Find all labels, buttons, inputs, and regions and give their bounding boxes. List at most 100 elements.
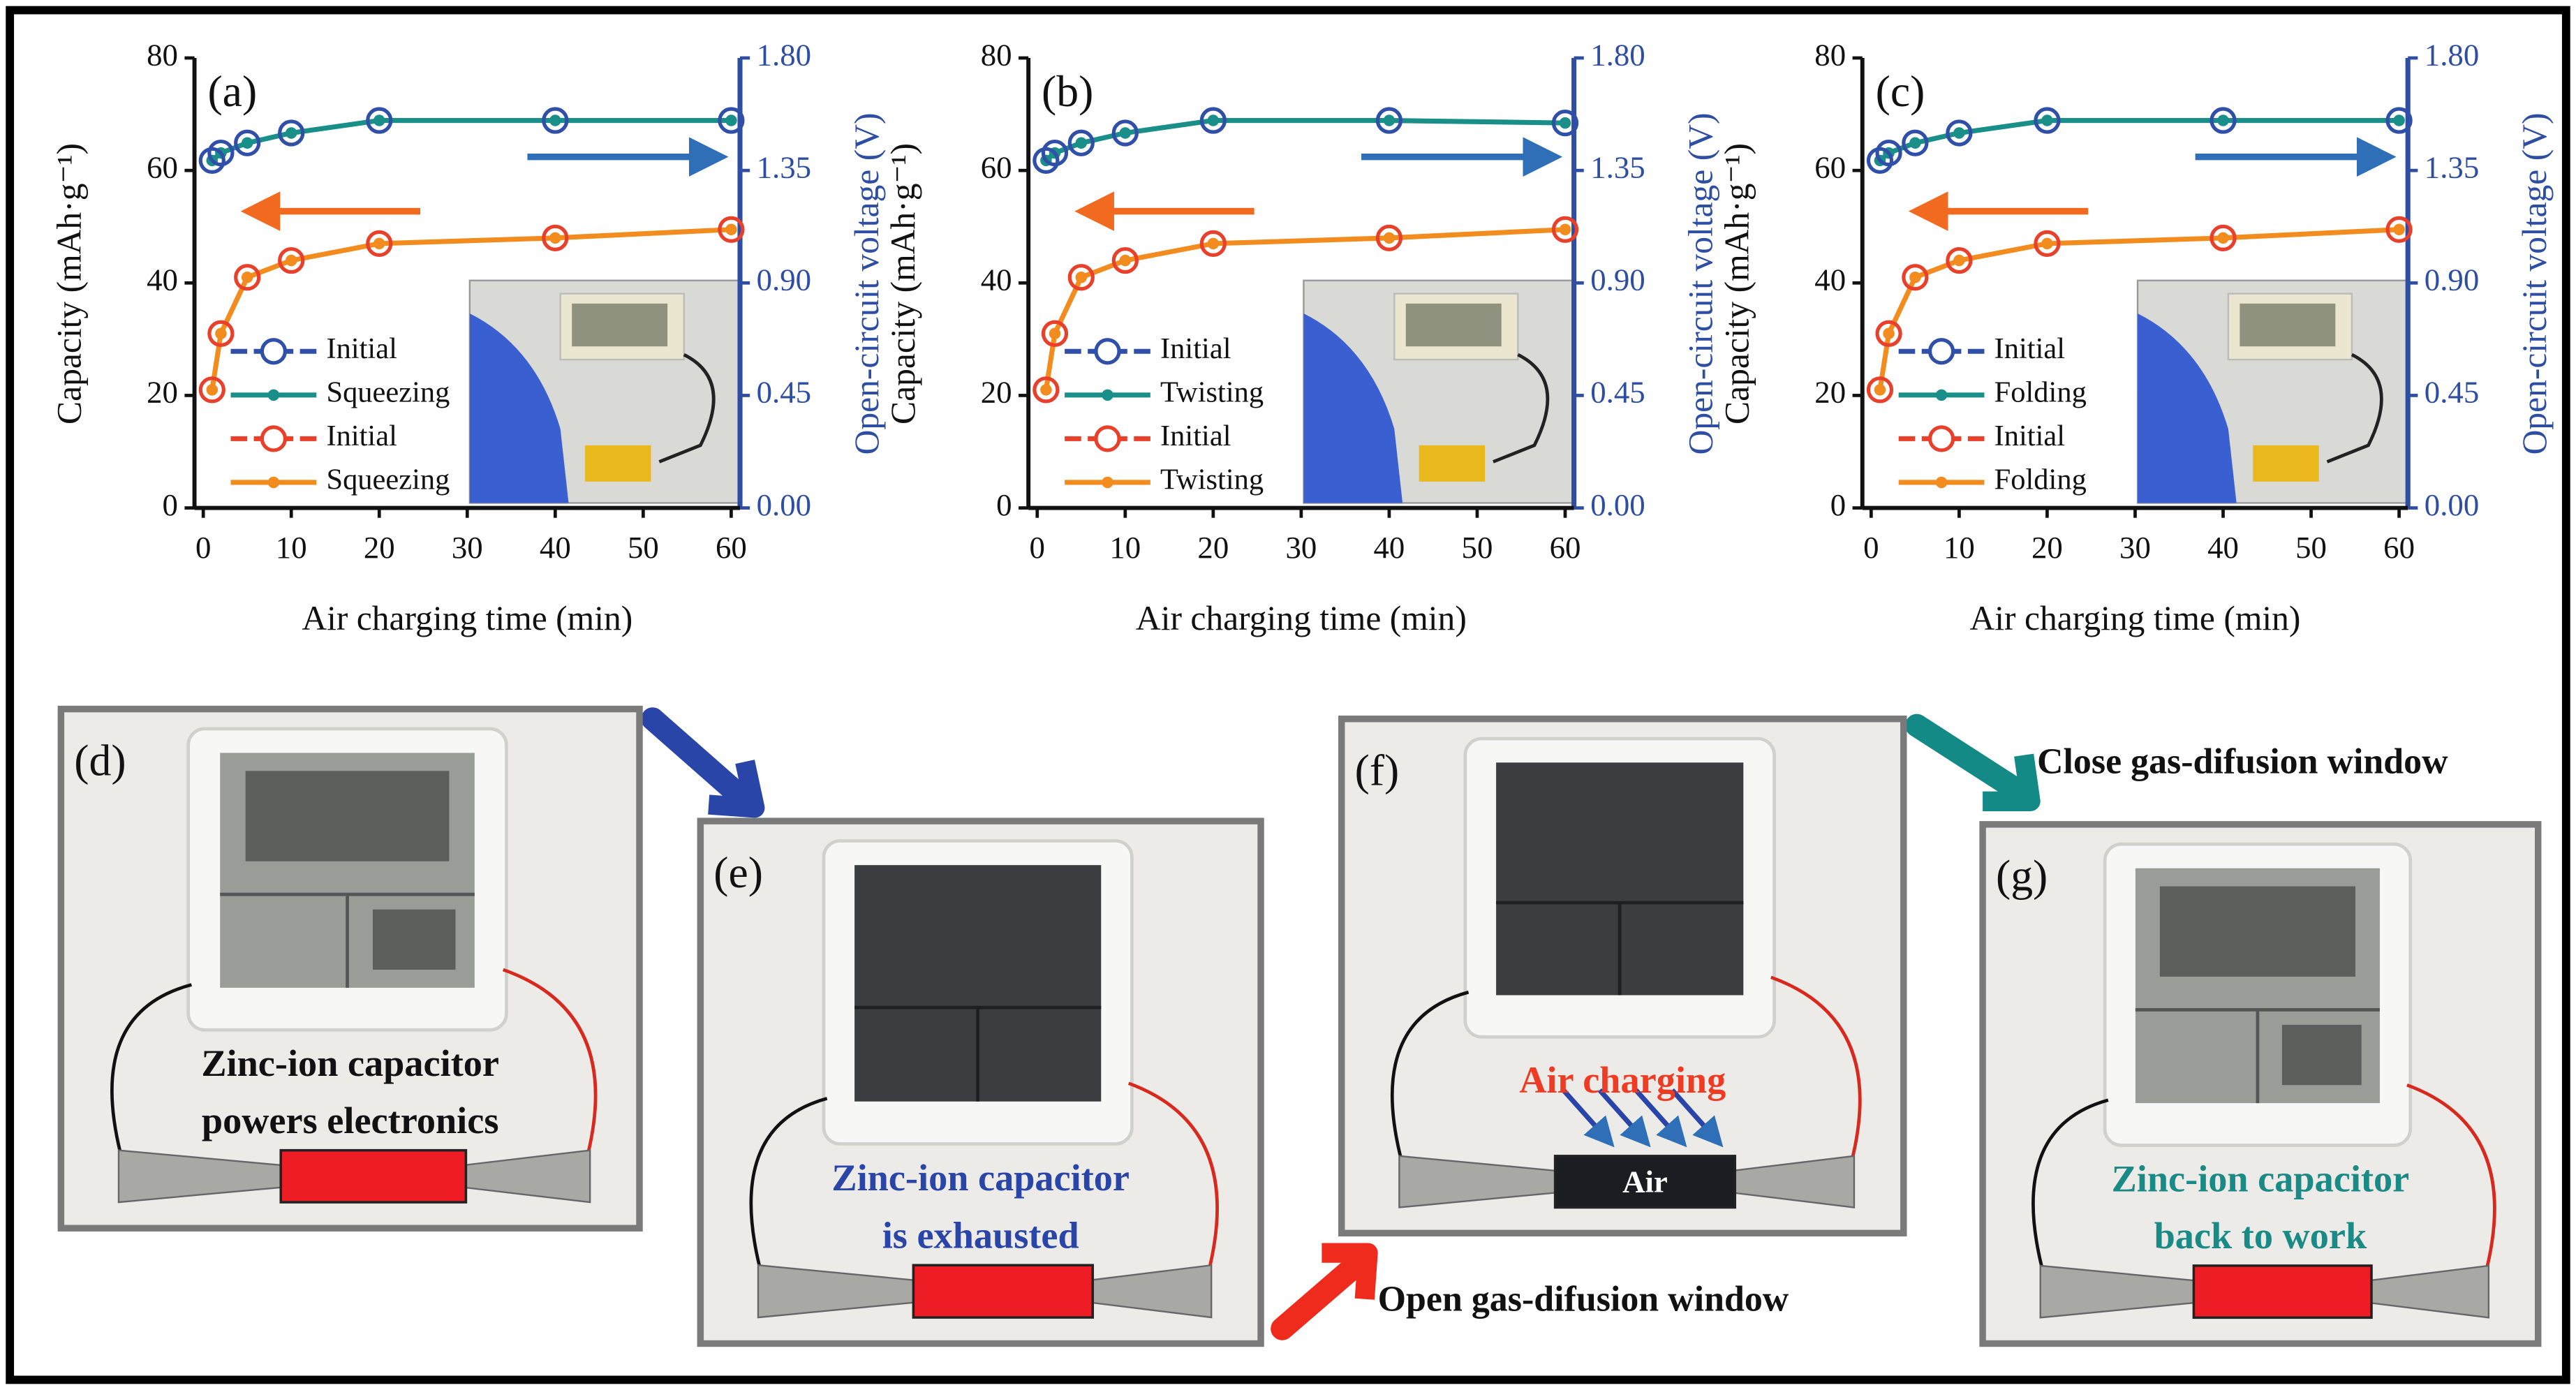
legend-marker (1935, 389, 1948, 401)
legend-marker (260, 338, 288, 365)
transition-label: Open gas-difusion window (1378, 1279, 1789, 1319)
y-tick-label: 80 (981, 37, 1012, 72)
data-point (1075, 137, 1088, 149)
capacitor (279, 1148, 468, 1204)
data-point (1067, 264, 1095, 291)
data-point (215, 327, 227, 340)
y-tick-label: 40 (981, 263, 1012, 297)
data-point (2034, 107, 2061, 134)
data-point (207, 320, 235, 347)
wire (2406, 1084, 2496, 1292)
x-tick-label: 20 (2031, 530, 2063, 565)
legend-label: Initial (326, 420, 397, 452)
data-point (2393, 223, 2405, 236)
legend-label: Twisting (1160, 464, 1264, 496)
wire (1770, 975, 1862, 1183)
legend-marker (260, 425, 288, 452)
data-point (366, 107, 393, 134)
data-point (549, 232, 561, 244)
data-point (198, 376, 225, 404)
data-point (542, 224, 569, 251)
data-point (285, 127, 297, 139)
data-point (2385, 216, 2413, 243)
legend-label: Initial (1994, 420, 2065, 452)
x-tick-label: 0 (1030, 530, 1045, 565)
inset-wire (658, 353, 716, 464)
data-point (1559, 117, 1571, 129)
lcd-digits (2281, 1024, 2362, 1086)
data-point (1375, 107, 1403, 134)
x-tick-label: 40 (540, 530, 571, 565)
y2-tick-label: 0.00 (757, 487, 811, 522)
photo-caption: Zinc-ion capacitor (831, 1157, 1130, 1199)
y2-tick-label: 0.45 (2425, 375, 2479, 410)
x-axis-label: Air charging time (min) (1969, 599, 2300, 637)
legend-label: Initial (326, 332, 397, 365)
legend-marker (1935, 476, 1948, 489)
y-tick-label: 60 (1814, 149, 1846, 184)
legend-label: Folding (1994, 376, 2087, 409)
y2-tick-label: 0.90 (2425, 263, 2479, 297)
data-point (1199, 107, 1227, 134)
transition-label: Close gas-difusion window (2037, 742, 2448, 782)
y2-tick-label: 0.90 (1590, 263, 1645, 297)
wire (749, 1097, 828, 1292)
photo-panel: Air (f) Air charging (1338, 716, 1907, 1237)
data-point (1207, 237, 1220, 250)
legend-marker (1927, 338, 1955, 365)
inset-capacitor (1419, 445, 1486, 482)
inset-wire (1493, 353, 1550, 464)
device-label: Air (1622, 1165, 1668, 1199)
panel-label: (b) (1042, 66, 1093, 116)
photo-caption: Zinc-ion capacitor (201, 1042, 499, 1084)
chart: 0 20 40 60 80 0.00 0.45 0.90 1.35 1.80 0 10 20 30 40 50… (50, 37, 886, 637)
y-tick-label: 80 (147, 37, 178, 72)
data-point (1551, 216, 1579, 243)
x-tick-label: 40 (2207, 530, 2239, 565)
inset-glove (469, 313, 569, 503)
data-point (1383, 232, 1396, 244)
data-point (542, 107, 569, 134)
y-tick-label: 20 (147, 375, 178, 410)
data-point (366, 230, 393, 258)
inset-lcd (1405, 303, 1502, 347)
data-point (1041, 139, 1069, 167)
panel-label: (c) (1876, 66, 1925, 116)
data-point (1207, 114, 1220, 126)
y2-axis-label: Open-circuit voltage (V) (1681, 113, 1719, 455)
x-tick-label: 10 (276, 530, 307, 565)
y2-axis-label: Open-circuit voltage (V) (847, 113, 886, 455)
data-point (1559, 223, 1571, 236)
arrow-head (1983, 753, 2041, 811)
x-tick-label: 50 (628, 530, 659, 565)
data-point (1909, 271, 1921, 283)
legend-marker (267, 476, 280, 489)
data-point (1946, 119, 1973, 147)
photo-panel: (d) Zinc-ion capacitor powers electronics (57, 705, 643, 1232)
x-tick-label: 30 (452, 530, 483, 565)
legend-label: Squeezing (326, 376, 450, 409)
wire (1390, 990, 1470, 1183)
panel-label: (g) (1996, 851, 2048, 901)
data-point (241, 137, 253, 149)
data-point (2393, 114, 2405, 126)
arrow (1271, 1255, 1367, 1340)
lcd-digits (372, 909, 456, 970)
y2-tick-label: 0.00 (1590, 487, 1645, 522)
y2-tick-label: 1.80 (757, 37, 811, 72)
data-point (1902, 264, 1929, 291)
air-arrow (1670, 1088, 1724, 1148)
legend-label: Initial (1994, 332, 2065, 365)
panel-label: (f) (1355, 746, 1400, 795)
data-point (1119, 127, 1132, 139)
data-point (1874, 384, 1886, 396)
x-tick-label: 50 (2295, 530, 2327, 565)
wire (2031, 1098, 2109, 1292)
inset-wire (2326, 353, 2383, 464)
chart: 0 20 40 60 80 0.00 0.45 0.90 1.35 1.80 0 10 20 30 40 50… (1717, 37, 2554, 637)
data-point (1032, 147, 1060, 174)
legend-label: Squeezing (326, 464, 450, 496)
air-arrow (1634, 1088, 1687, 1148)
data-point (1383, 114, 1396, 126)
